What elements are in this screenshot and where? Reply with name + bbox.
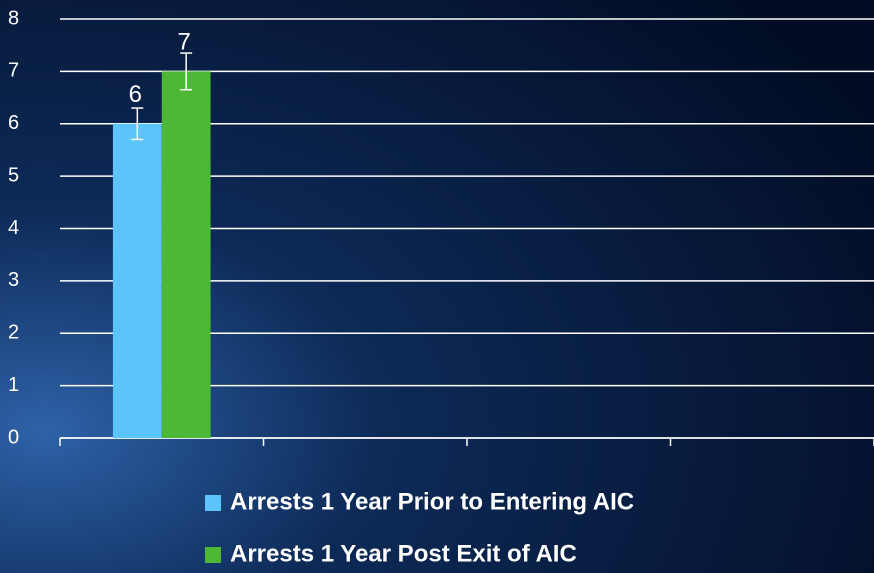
y-tick-label: 4 bbox=[8, 217, 19, 239]
data-label: 6 bbox=[129, 81, 142, 108]
legend-label: Arrests 1 Year Post Exit of AIC bbox=[230, 540, 577, 567]
legend-swatch bbox=[205, 495, 221, 511]
bar bbox=[161, 71, 211, 438]
legend-label: Arrests 1 Year Prior to Entering AIC bbox=[230, 488, 634, 515]
y-tick-label: 1 bbox=[8, 374, 19, 396]
y-tick-label: 5 bbox=[8, 164, 19, 186]
y-tick-label: 7 bbox=[8, 60, 19, 82]
data-label: 7 bbox=[177, 29, 190, 56]
y-tick-label: 8 bbox=[8, 7, 19, 29]
y-tick-label: 0 bbox=[8, 426, 19, 448]
legend-swatch bbox=[205, 547, 221, 563]
y-tick-label: 6 bbox=[8, 112, 19, 134]
error-bar bbox=[180, 52, 193, 91]
bar bbox=[112, 123, 162, 438]
y-tick-label: 3 bbox=[8, 269, 19, 291]
error-bar bbox=[131, 107, 144, 141]
y-tick-label: 2 bbox=[8, 322, 19, 344]
